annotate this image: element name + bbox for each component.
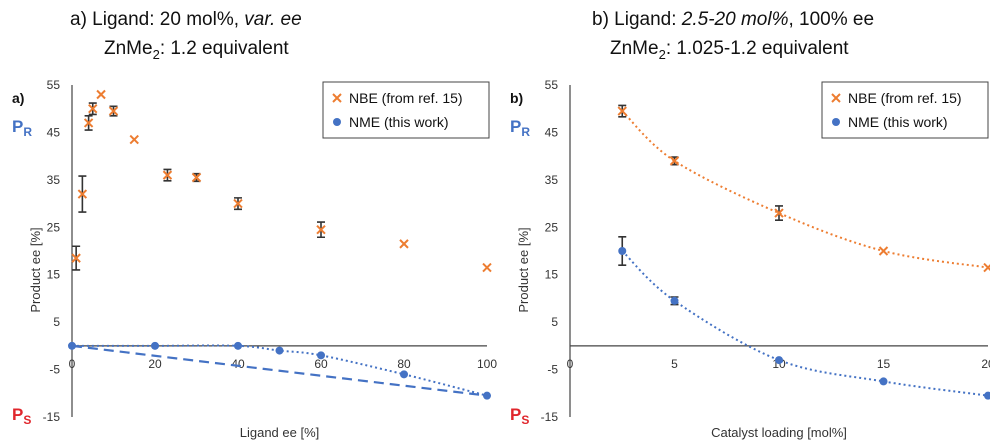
nme-data-point [483, 391, 491, 400]
panel-label: a) [12, 90, 24, 106]
panel-a-title-line1-text: a) Ligand: 20 mol%, [70, 9, 245, 30]
panel-b-title-line1-italic: 2.5-20 mol% [681, 9, 789, 30]
legend-nbe-marker [831, 93, 841, 103]
nbe-data-point [983, 262, 990, 273]
panel-a-title-line1-italic: var. ee [244, 9, 302, 30]
y-tick-label: -15 [541, 410, 559, 424]
nbe-dotted-trendline [621, 110, 989, 269]
nme-dotted-trendline [621, 250, 989, 397]
nbe-data-point [96, 89, 106, 100]
ps-label: PS [12, 405, 31, 427]
nbe-data-point [617, 106, 627, 116]
pr-label: PR [510, 117, 530, 139]
legend-nme-label: NME (this work) [848, 114, 948, 130]
y-tick-label: -5 [547, 363, 558, 377]
y-tick-label: -15 [43, 410, 61, 424]
nbe-data-point [878, 246, 889, 256]
panel-b-title-line2-sub: 2 [658, 46, 666, 62]
x-tick-label: 0 [69, 357, 76, 371]
nme-dashed-trendline [71, 344, 488, 397]
nme-data-point [68, 341, 76, 350]
nme-data-point [234, 341, 242, 350]
y-tick-label: 55 [545, 78, 559, 92]
panel-a-title-line1: a) Ligand: 20 mol%, var. ee [70, 8, 302, 32]
ps-label: PS [510, 405, 529, 427]
x-tick-label: 40 [231, 357, 245, 371]
nbe-data-point [129, 134, 139, 145]
panel-b-title-line2-text: ZnMe [610, 38, 659, 59]
nbe-data-point [108, 106, 119, 116]
nme-data-point [670, 296, 679, 305]
nbe-data-point [482, 262, 492, 273]
nme-data-point [984, 391, 990, 400]
nme-data-point [879, 377, 888, 386]
x-tick-label: 100 [477, 357, 497, 371]
legend-nbe-label: NBE (from ref. 15) [349, 90, 463, 106]
nbe-data-point [191, 172, 202, 183]
panel-a-title-line2: ZnMe2: 1.2 equivalent [104, 37, 289, 67]
nbe-data-point [399, 239, 409, 249]
pr-label: PR [12, 117, 32, 139]
y-tick-label: 55 [47, 78, 61, 92]
nbe-data-point [669, 156, 680, 166]
y-tick-label: 25 [545, 220, 559, 234]
panel-b-title-line1: b) Ligand: 2.5-20 mol%, 100% ee [592, 8, 874, 32]
legend-box [322, 81, 490, 139]
y-tick-label: -5 [49, 363, 60, 377]
panel-b-title-line2: ZnMe2: 1.025-1.2 equivalent [610, 37, 849, 67]
y-axis-label: Product ee [%] [28, 227, 43, 312]
nbe-data-point [774, 208, 784, 218]
panel-b-title-line1-text: b) Ligand: [592, 9, 682, 30]
y-tick-label: 35 [47, 173, 61, 187]
y-axis-label: Product ee [%] [516, 227, 531, 312]
nbe-data-point [162, 170, 173, 180]
nme-data-point [618, 247, 627, 255]
panel-label: b) [510, 90, 523, 106]
nbe-data-point [71, 253, 81, 263]
nme-data-point [775, 356, 783, 365]
x-tick-label: 5 [671, 357, 678, 371]
nbe-data-point [77, 189, 88, 199]
nme-data-point [317, 351, 325, 360]
legend-nme-marker [333, 118, 341, 126]
nme-data-point [400, 370, 408, 379]
panel-a-title-line2-suffix: : 1.2 equivalent [159, 38, 289, 59]
x-tick-label: 20 [981, 357, 990, 371]
panel-a-title-line2-text: ZnMe [104, 38, 153, 59]
y-tick-label: 15 [545, 268, 559, 282]
legend-nbe-marker [332, 93, 342, 103]
nbe-data-point [233, 198, 243, 209]
legend-box [821, 81, 989, 139]
legend-nme-marker [832, 118, 840, 126]
y-tick-label: 25 [47, 220, 61, 234]
nbe-data-point [316, 224, 326, 235]
x-tick-label: 15 [877, 357, 891, 371]
nbe-data-point [83, 118, 94, 128]
nme-data-point [275, 346, 284, 355]
x-tick-label: 60 [314, 357, 328, 371]
x-tick-label: 20 [148, 357, 162, 371]
x-tick-label: 0 [567, 357, 574, 371]
x-tick-label: 80 [397, 357, 411, 371]
legend-nbe-label: NBE (from ref. 15) [848, 90, 962, 106]
panel-b-title-line2-suffix: : 1.025-1.2 equivalent [665, 38, 849, 59]
y-tick-label: 5 [53, 315, 60, 329]
legend-nme-label: NME (this work) [349, 114, 449, 130]
nbe-data-point [88, 104, 98, 114]
nme-data-point [151, 341, 159, 350]
panel-a-title-line2-sub: 2 [152, 46, 160, 62]
y-tick-label: 35 [545, 173, 559, 187]
panel-b-title-line1-suffix: , 100% ee [788, 9, 875, 30]
panel-a-chart: 55 45 35 25 15 5 -5 -15 0 20 40 60 80 100 Ligand ee [%… [12, 78, 497, 440]
x-axis-label: Ligand ee [%] [240, 425, 320, 440]
x-axis-label: Catalyst loading [mol%] [711, 425, 847, 440]
y-tick-label: 5 [551, 315, 558, 329]
y-tick-label: 45 [545, 125, 559, 139]
y-tick-label: 15 [47, 268, 61, 282]
y-tick-label: 45 [47, 125, 61, 139]
